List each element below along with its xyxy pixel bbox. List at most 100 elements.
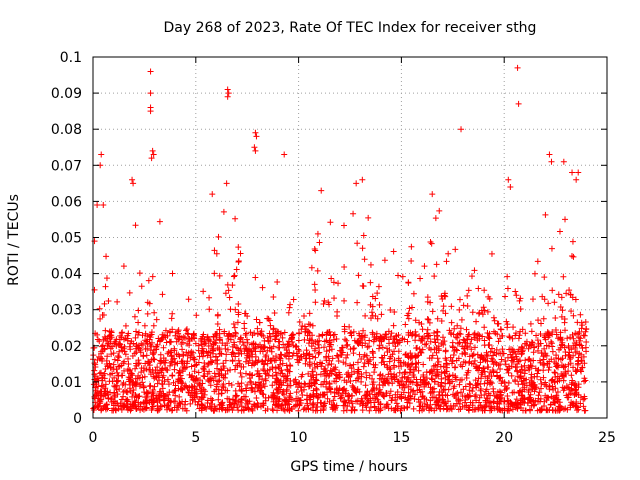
data-point (573, 391, 580, 398)
data-point (399, 374, 406, 381)
data-point (425, 316, 432, 323)
data-point (264, 367, 271, 374)
data-point (548, 340, 555, 347)
data-point (445, 250, 452, 257)
data-point (183, 349, 190, 356)
data-point (476, 394, 483, 401)
data-point (283, 397, 290, 404)
data-point (447, 354, 454, 361)
data-point (552, 327, 559, 334)
data-point (538, 349, 545, 356)
data-point (490, 314, 497, 321)
data-point (509, 401, 516, 408)
data-point (386, 392, 393, 399)
data-point (515, 100, 522, 107)
data-point (449, 372, 456, 379)
data-point (229, 407, 236, 414)
data-point (359, 342, 366, 349)
data-point (376, 386, 383, 393)
data-point (257, 330, 264, 337)
data-point (176, 399, 183, 406)
data-point (135, 361, 142, 368)
data-point (359, 282, 366, 289)
data-point (375, 345, 382, 352)
data-point (453, 400, 460, 407)
data-point (388, 405, 395, 412)
data-point (381, 257, 388, 264)
data-point (323, 348, 330, 355)
data-point (541, 296, 548, 303)
data-point (347, 346, 354, 353)
data-point (183, 407, 190, 414)
data-point (518, 351, 525, 358)
data-point (293, 381, 300, 388)
data-point (354, 370, 361, 377)
data-point (519, 348, 526, 355)
data-point (139, 374, 146, 381)
data-point (232, 353, 239, 360)
data-point (497, 365, 504, 372)
data-point (537, 385, 544, 392)
data-point (456, 381, 463, 388)
data-point (427, 404, 434, 411)
data-point (318, 187, 325, 194)
data-point (312, 299, 319, 306)
data-point (448, 303, 455, 310)
data-point (537, 340, 544, 347)
data-point (523, 376, 530, 383)
data-point (313, 385, 320, 392)
data-point (191, 377, 198, 384)
data-point (418, 321, 425, 328)
data-point (469, 384, 476, 391)
data-point (485, 364, 492, 371)
data-point (426, 319, 433, 326)
data-point (355, 374, 362, 381)
data-point (572, 349, 579, 356)
x-tick-label: 5 (191, 430, 200, 446)
data-point (269, 365, 276, 372)
data-point (149, 388, 156, 395)
data-point (237, 250, 244, 257)
data-point (367, 261, 374, 268)
data-point (135, 307, 142, 314)
data-point (309, 401, 316, 408)
data-point (356, 388, 363, 395)
data-point (375, 283, 382, 290)
data-point (549, 328, 556, 335)
data-point (313, 377, 320, 384)
data-point (369, 329, 376, 336)
data-point (577, 400, 584, 407)
data-point (406, 305, 413, 312)
data-point (274, 278, 281, 285)
data-point (336, 347, 343, 354)
data-point (311, 281, 318, 288)
data-point (233, 393, 240, 400)
data-point (288, 396, 295, 403)
chart-title: Day 268 of 2023, Rate Of TEC Index for r… (164, 20, 537, 36)
data-point (143, 399, 150, 406)
data-point (241, 325, 248, 332)
data-point (230, 320, 237, 327)
data-point (385, 328, 392, 335)
data-point (450, 391, 457, 398)
data-point (443, 368, 450, 375)
data-point (329, 355, 336, 362)
data-point (297, 397, 304, 404)
data-point (235, 398, 242, 405)
data-point (110, 402, 117, 409)
data-point (443, 406, 450, 413)
data-point (439, 334, 446, 341)
data-point (274, 386, 281, 393)
data-point (393, 332, 400, 339)
data-point (441, 290, 448, 297)
data-point (187, 400, 194, 407)
data-point (434, 329, 441, 336)
data-point (465, 287, 472, 294)
data-point (320, 301, 327, 308)
data-point (384, 379, 391, 386)
data-point (551, 299, 558, 306)
data-point (326, 380, 333, 387)
data-point (552, 373, 559, 380)
data-point (122, 381, 129, 388)
data-point (259, 402, 266, 409)
